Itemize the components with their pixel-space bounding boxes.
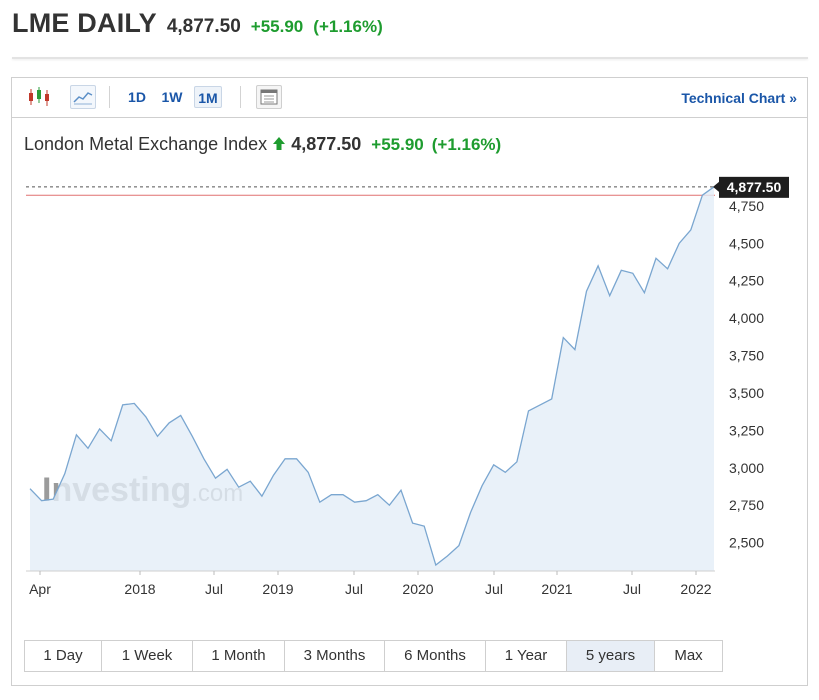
last-price: 4,877.50: [166, 16, 241, 37]
y-tick-label: 2,500: [729, 535, 764, 551]
x-tick-label: Apr: [29, 581, 51, 597]
header-divider: [12, 57, 808, 59]
x-tick-label: 2018: [124, 581, 155, 597]
x-tick-label: 2019: [262, 581, 293, 597]
y-tick-label: 3,500: [729, 385, 764, 401]
x-tick-label: Jul: [623, 581, 641, 597]
price-change-percent: (+1.16%): [313, 17, 383, 36]
x-tick-label: 2021: [541, 581, 572, 597]
range-1-month-button[interactable]: 1 Month: [193, 641, 285, 671]
x-tick-label: Jul: [485, 581, 503, 597]
y-tick-label: 4,750: [729, 198, 764, 214]
series-area-fill: [30, 186, 714, 572]
instrument-name: London Metal Exchange Index: [24, 134, 268, 154]
up-arrow-icon: [273, 134, 286, 155]
candlestick-chart-icon[interactable]: [26, 85, 52, 109]
interval-1m-button[interactable]: 1M: [194, 86, 222, 108]
x-tick-label: 2020: [402, 581, 433, 597]
y-tick-label: 4,000: [729, 310, 764, 326]
interval-1d-button[interactable]: 1D: [128, 89, 146, 105]
range-1-year-button[interactable]: 1 Year: [486, 641, 567, 671]
x-tick-label: Jul: [205, 581, 223, 597]
range-5-years-button[interactable]: 5 years: [567, 641, 655, 671]
range-1-day-button[interactable]: 1 Day: [25, 641, 102, 671]
toolbar-separator: [240, 86, 241, 108]
last-value-tag: [719, 176, 789, 198]
quote-header: LME DAILY 4,877.50 +55.90 (+1.16%): [12, 8, 383, 44]
y-tick-label: 4,250: [729, 273, 764, 289]
chart-last-price: 4,877.50: [291, 134, 362, 154]
series-line: [29, 186, 715, 567]
y-tick-label: 2,750: [729, 497, 764, 513]
price-change: +55.90: [250, 17, 304, 36]
y-tick-label: 3,000: [729, 460, 764, 476]
chart-title-row: London Metal Exchange Index 4,877.50 +55…: [24, 134, 509, 155]
range-max-button[interactable]: Max: [674, 647, 703, 664]
x-tick-label: Jul: [345, 581, 363, 597]
price-chart[interactable]: Investing.comApr2018Jul2019Jul2020Jul202…: [12, 78, 807, 638]
range-selector: 1 Day 1 Week 1 Month 3 Months 6 Months 1…: [24, 640, 723, 672]
toolbar-separator: [109, 86, 110, 108]
chart-price-change: +55.90: [371, 134, 424, 154]
last-value-label: 4,877.50: [727, 179, 782, 195]
chart-toolbar: 1D 1W 1M Technical Chart »: [12, 78, 807, 118]
area-chart-icon[interactable]: [70, 85, 96, 109]
chart-panel: 1D 1W 1M Technical Chart » London Metal …: [11, 77, 808, 686]
x-tick-label: 2022: [680, 581, 711, 597]
chart-price-change-percent: (+1.16%): [431, 134, 502, 154]
instrument-title: LME DAILY: [12, 8, 157, 38]
range-1-week-button[interactable]: 1 Week: [102, 641, 193, 671]
technical-chart-link[interactable]: Technical Chart »: [681, 90, 797, 106]
range-6-months-button[interactable]: 6 Months: [385, 641, 486, 671]
last-value-tag-pointer: [713, 181, 719, 192]
range-3-months-button[interactable]: 3 Months: [285, 641, 385, 671]
y-tick-label: 3,250: [729, 422, 764, 438]
interval-1w-button[interactable]: 1W: [161, 89, 183, 105]
data-table-icon[interactable]: [256, 85, 282, 109]
y-tick-label: 4,500: [729, 235, 764, 251]
y-tick-label: 3,750: [729, 348, 764, 364]
